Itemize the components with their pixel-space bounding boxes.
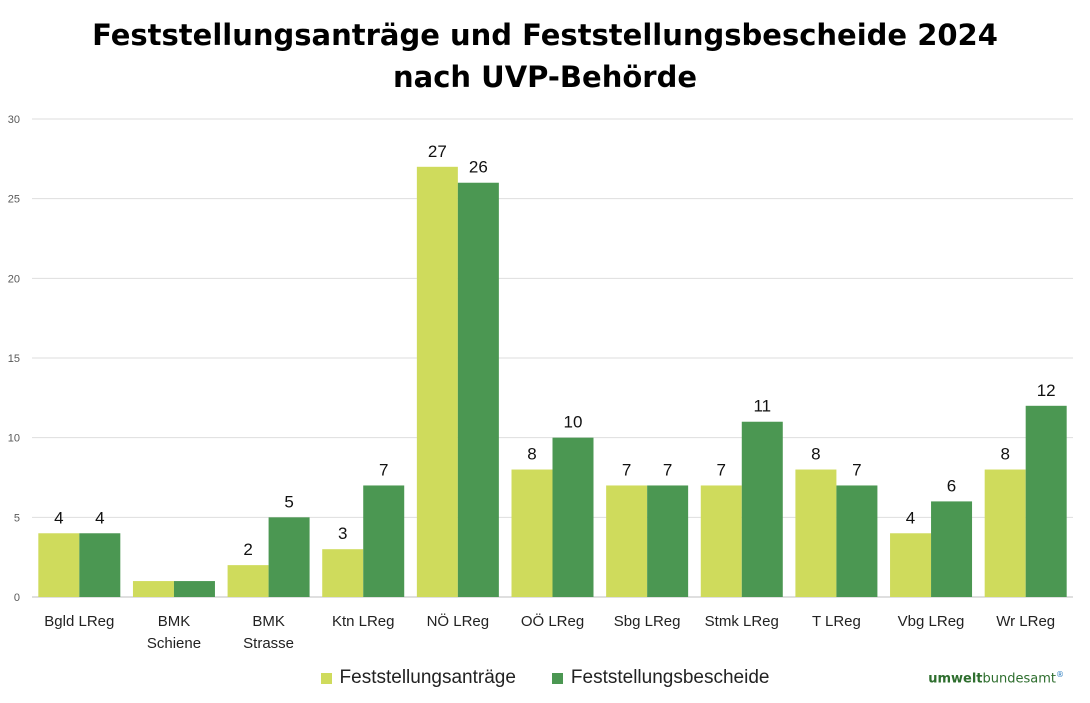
umweltbundesamt-logo: umweltbundesamt® (928, 670, 1064, 687)
data-label: 8 (811, 445, 820, 464)
bar-bescheide (268, 517, 310, 597)
legend: Feststellungsanträge Feststellungsbesche… (0, 667, 1090, 689)
data-label: 26 (469, 158, 488, 177)
bar-antraege (606, 485, 648, 597)
data-label: 7 (622, 460, 631, 479)
legend-swatch-bescheide (551, 672, 563, 684)
data-label: 7 (852, 460, 861, 479)
x-tick-label: T LReg (812, 613, 861, 630)
bar-bescheide (1025, 405, 1067, 597)
data-label: 6 (947, 476, 956, 495)
bar-bescheide (836, 485, 878, 597)
bar-bescheide (647, 485, 689, 597)
chart-title: Feststellungsanträge und Feststellungsbe… (0, 14, 1090, 98)
legend-item-bescheide: Feststellungsbescheide (551, 667, 770, 689)
data-label: 4 (95, 508, 104, 527)
y-tick-label: 15 (8, 353, 20, 365)
x-tick-label: Bgld LReg (44, 613, 114, 630)
bar-bescheide (79, 533, 121, 597)
x-tick-label: Schiene (147, 635, 201, 652)
legend-label-antraege: Feststellungsanträge (339, 667, 516, 688)
bar-antraege (700, 485, 742, 597)
data-label: 3 (338, 524, 347, 543)
chart-title-line-1: Feststellungsanträge und Feststellungsbe… (92, 18, 998, 52)
bar-bescheide (457, 182, 499, 597)
bar-antraege (416, 166, 458, 598)
x-tick-label: Wr LReg (996, 613, 1055, 630)
legend-swatch-antraege (320, 672, 332, 684)
data-label: 7 (379, 460, 388, 479)
x-tick-label: Sbg LReg (614, 613, 681, 630)
x-tick-label: Strasse (243, 635, 294, 652)
data-label: 27 (428, 142, 447, 161)
bar-antraege (984, 469, 1026, 597)
x-tick-label: Stmk LReg (705, 613, 779, 630)
bar-antraege (511, 469, 553, 597)
bar-antraege (890, 533, 932, 597)
legend-item-antraege: Feststellungsanträge (320, 667, 516, 689)
data-label: 8 (527, 445, 536, 464)
bar-antraege (132, 581, 174, 597)
y-tick-label: 20 (8, 273, 20, 285)
y-tick-label: 25 (8, 194, 20, 206)
x-tick-label: BMK (252, 613, 285, 630)
bar-antraege (322, 549, 364, 597)
bar-bescheide (741, 421, 783, 597)
bar-bescheide (552, 437, 594, 597)
bar-antraege (795, 469, 837, 597)
x-tick-label: NÖ LReg (427, 612, 490, 630)
x-tick-label: OÖ LReg (521, 612, 584, 630)
y-tick-label: 0 (14, 592, 20, 604)
data-label: 4 (906, 508, 915, 527)
data-label: 11 (753, 397, 771, 416)
data-label: 7 (717, 460, 726, 479)
legend-label-bescheide: Feststellungsbescheide (570, 667, 770, 688)
data-label: 7 (663, 460, 672, 479)
x-tick-label: Ktn LReg (332, 613, 395, 630)
bar-bescheide (173, 581, 215, 597)
chart-title-line-2: nach UVP-Behörde (393, 60, 697, 94)
data-label: 5 (284, 492, 293, 511)
data-label: 10 (564, 413, 583, 432)
bar-antraege (227, 565, 269, 597)
bar-antraege (38, 533, 80, 597)
y-tick-label: 5 (14, 512, 20, 524)
data-label: 2 (243, 540, 252, 559)
bar-bescheide (931, 501, 973, 597)
y-tick-label: 30 (8, 114, 20, 126)
x-tick-label: Vbg LReg (898, 613, 965, 630)
bar-bescheide (363, 485, 405, 597)
data-label: 8 (1000, 445, 1009, 464)
data-label: 4 (54, 508, 63, 527)
x-tick-label: BMK (158, 613, 191, 630)
data-label: 12 (1037, 381, 1056, 400)
y-tick-label: 10 (8, 433, 20, 445)
